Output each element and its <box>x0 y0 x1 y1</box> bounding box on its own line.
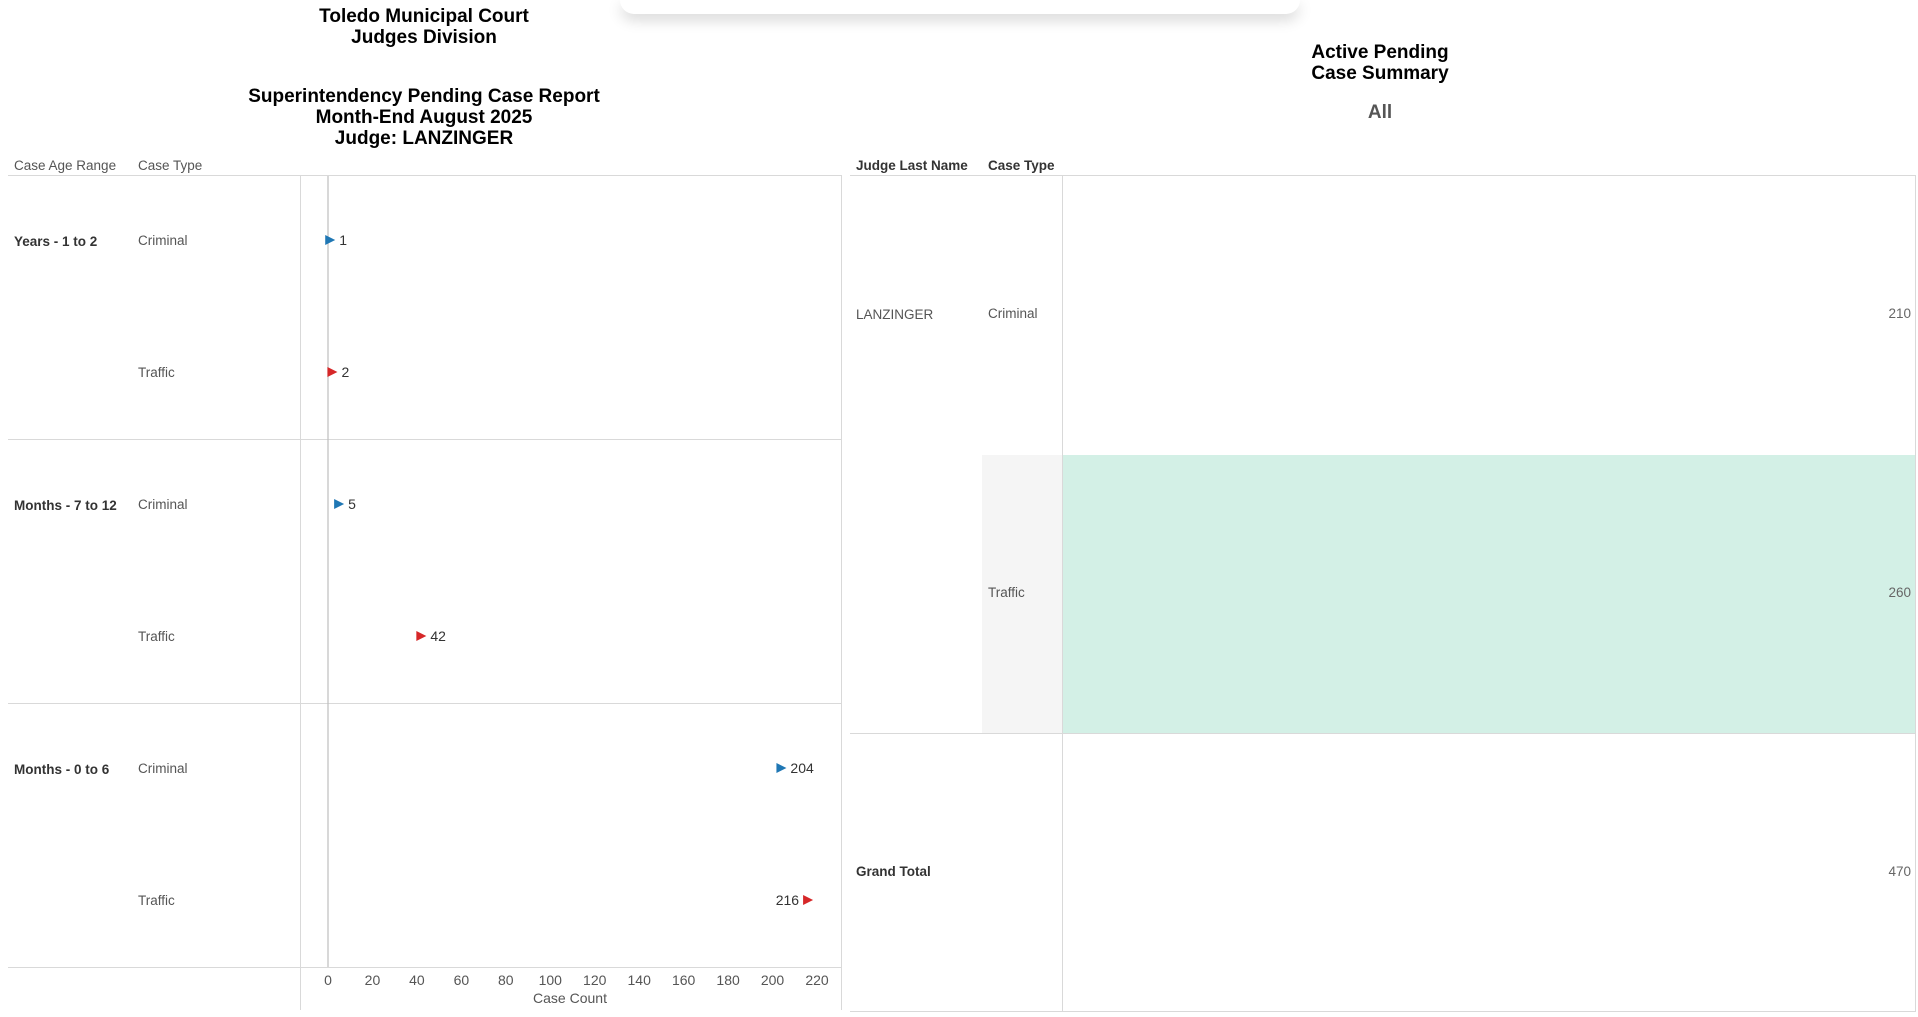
subtitle-line-1: Superintendency Pending Case Report <box>248 86 600 107</box>
table-bottom-border <box>8 967 842 968</box>
row-label-criminal[interactable]: Criminal <box>138 497 188 512</box>
row-label-criminal[interactable]: Criminal <box>138 761 188 776</box>
data-label: 1 <box>339 232 347 248</box>
table-top-border <box>8 175 842 176</box>
x-tick-label: 100 <box>539 972 563 988</box>
data-label: 42 <box>430 628 446 644</box>
x-tick-label: 140 <box>628 972 652 988</box>
summary-title: Active Pending Case Summary <box>1230 42 1530 84</box>
x-tick-label: 200 <box>761 972 785 988</box>
report-title: Toledo Municipal Court Judges Division <box>224 6 624 48</box>
summary-bottom-border <box>850 1011 1916 1012</box>
group-label-months-0-6[interactable]: Months - 0 to 6 <box>14 762 110 777</box>
summary-row-type[interactable]: Criminal <box>988 306 1038 321</box>
selected-row-value-cell[interactable] <box>1063 455 1915 733</box>
data-point-traffic[interactable] <box>327 367 338 377</box>
group-divider <box>8 439 842 440</box>
title-line-1: Toledo Municipal Court <box>319 6 529 27</box>
subtitle-line-2: Month-End August 2025 <box>315 107 533 128</box>
grand-total-value: 470 <box>1888 864 1911 879</box>
summary-row-value[interactable]: 210 <box>1888 306 1911 321</box>
data-point-traffic[interactable] <box>803 895 814 905</box>
summary-title-line-1: Active Pending <box>1311 42 1449 63</box>
top-toolbar-shadow <box>620 0 1300 14</box>
row-label-traffic[interactable]: Traffic <box>138 365 175 380</box>
summary-right-border <box>1915 175 1916 1011</box>
grand-total-label: Grand Total <box>856 864 931 879</box>
report-subtitle: Superintendency Pending Case Report Mont… <box>174 86 674 149</box>
x-tick-label: 160 <box>672 972 696 988</box>
data-label: 204 <box>790 760 814 776</box>
x-tick-label: 40 <box>409 972 425 988</box>
x-tick-label: 0 <box>324 972 332 988</box>
pane-right-border <box>841 175 842 1010</box>
group-label-years-1-2[interactable]: Years - 1 to 2 <box>14 234 98 249</box>
x-tick-label: 20 <box>365 972 381 988</box>
x-tick-label: 220 <box>805 972 829 988</box>
data-point-criminal[interactable] <box>776 763 787 773</box>
summary-title-line-2: Case Summary <box>1311 63 1449 84</box>
col-header-case-type[interactable]: Case Type <box>138 158 203 173</box>
x-tick-label: 180 <box>716 972 740 988</box>
selected-row-type-cell[interactable] <box>982 455 1062 733</box>
data-label: 2 <box>341 364 349 380</box>
summary-top-border <box>850 175 1916 176</box>
summary-total-divider <box>850 733 1916 734</box>
group-label-months-7-12[interactable]: Months - 7 to 12 <box>14 498 117 513</box>
data-point-criminal[interactable] <box>325 235 336 245</box>
x-tick-label: 120 <box>583 972 607 988</box>
data-point-traffic[interactable] <box>416 631 427 641</box>
data-point-criminal[interactable] <box>334 499 345 509</box>
data-label: 5 <box>348 496 356 512</box>
row-label-traffic[interactable]: Traffic <box>138 629 175 644</box>
pane-divider <box>300 175 301 1010</box>
judge-name-cell[interactable]: LANZINGER <box>856 307 934 322</box>
row-label-traffic[interactable]: Traffic <box>138 893 175 908</box>
col-header-judge[interactable]: Judge Last Name <box>856 158 968 173</box>
summary-column-divider <box>1062 175 1063 1011</box>
summary-row-value[interactable]: 260 <box>1888 585 1911 600</box>
filter-value[interactable]: All <box>1367 102 1393 123</box>
x-tick-label: 60 <box>454 972 470 988</box>
x-axis-label: Case Count <box>533 990 607 1006</box>
title-line-2: Judges Division <box>351 27 497 48</box>
summary-row-type[interactable]: Traffic <box>988 585 1025 600</box>
data-label: 216 <box>776 892 800 908</box>
row-label-criminal[interactable]: Criminal <box>138 233 188 248</box>
group-divider <box>8 703 842 704</box>
x-tick-label: 80 <box>498 972 514 988</box>
subtitle-line-3: Judge: LANZINGER <box>334 128 514 149</box>
col-header-case-type[interactable]: Case Type <box>988 158 1055 173</box>
col-header-age-range[interactable]: Case Age Range <box>14 158 117 173</box>
